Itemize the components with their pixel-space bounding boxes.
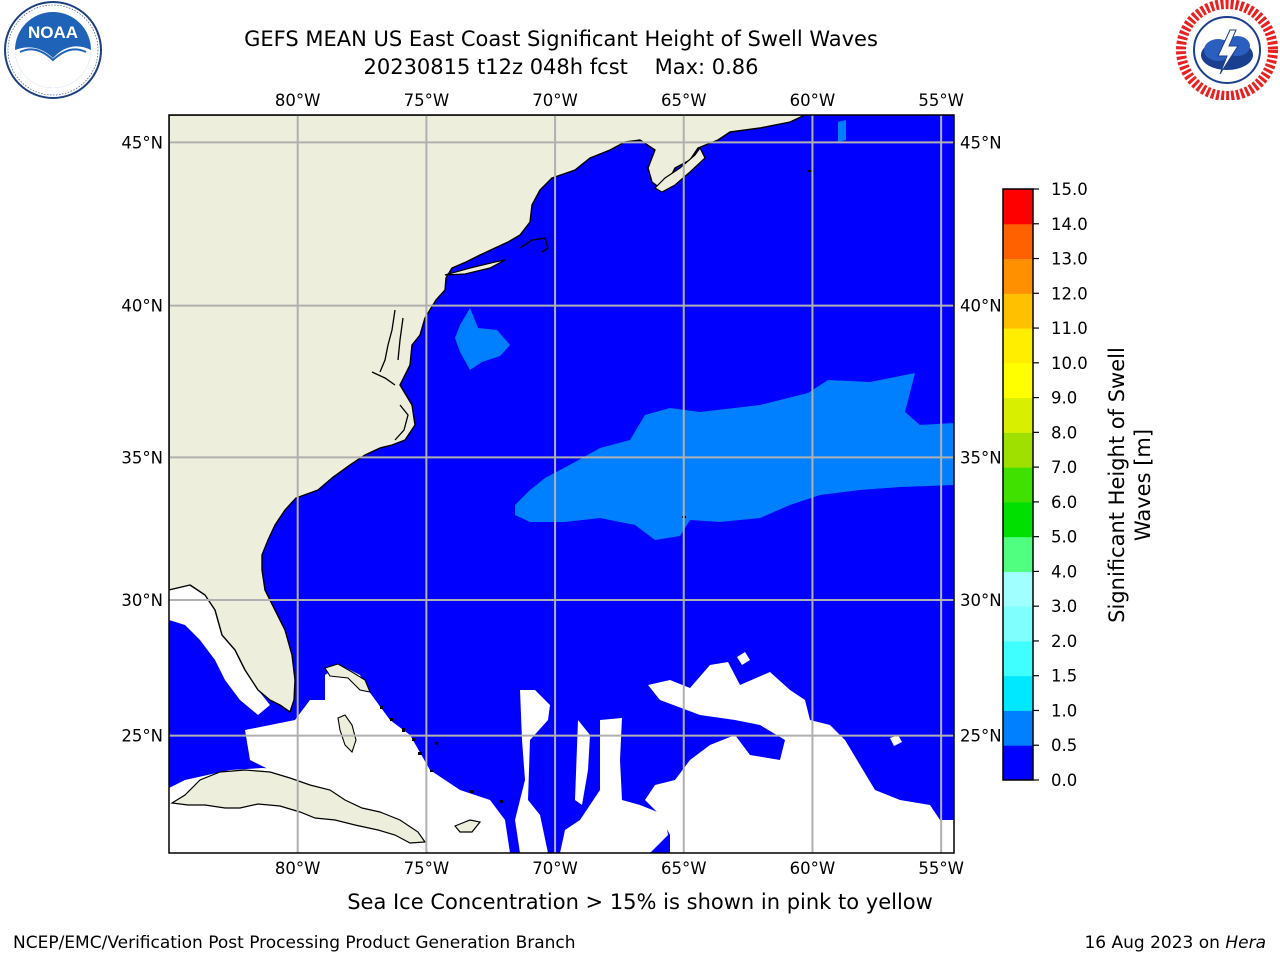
tick-lon-bottom-4: 60°W bbox=[790, 859, 836, 878]
colorbar-level-label-15: 13.0 bbox=[1051, 250, 1088, 269]
tick-lat-right-3: 30°N bbox=[960, 591, 1002, 610]
sea-ice-caption: Sea Ice Concentration > 15% is shown in … bbox=[347, 890, 933, 914]
colorbar-swatch-5 bbox=[1003, 571, 1033, 607]
colorbar-swatch-11 bbox=[1003, 362, 1033, 399]
land-bahamas bbox=[337, 714, 357, 754]
tick-lat-left-3: 30°N bbox=[121, 591, 163, 610]
colorbar-swatch-9 bbox=[1003, 432, 1033, 468]
tick-lon-bottom-3: 65°W bbox=[661, 859, 707, 878]
tick-lon-top-4: 60°W bbox=[790, 91, 836, 110]
swell-band-north-patch bbox=[838, 120, 846, 142]
tick-lon-top-1: 75°W bbox=[404, 91, 450, 110]
colorbar-swatch-2 bbox=[1003, 675, 1033, 711]
swell-band-small-patch bbox=[455, 308, 510, 370]
tick-lat-right-1: 40°N bbox=[960, 297, 1002, 316]
tick-lat-right-2: 35°N bbox=[960, 448, 1002, 467]
colorbar-frame bbox=[1002, 188, 1034, 781]
colorbar-swatch-7 bbox=[1003, 501, 1033, 538]
nws-logo-icon bbox=[1176, 0, 1278, 100]
colorbar-label-line2: Waves [m] bbox=[1131, 429, 1155, 541]
tick-lat-right-4: 25°N bbox=[960, 727, 1002, 746]
footer-date: 16 Aug 2023 on bbox=[1084, 933, 1226, 953]
colorbar-swatch-1 bbox=[1003, 710, 1033, 746]
tick-lat-right-0: 45°N bbox=[960, 133, 1002, 152]
colorbar-level-label-2: 1.0 bbox=[1051, 701, 1077, 720]
masked-region-east-2 bbox=[575, 720, 590, 805]
footer-date-host: 16 Aug 2023 on Hera bbox=[1084, 933, 1266, 953]
tick-lon-bottom-0: 80°W bbox=[275, 859, 321, 878]
colorbar-level-label-9: 7.0 bbox=[1051, 458, 1077, 477]
map-frame bbox=[168, 114, 955, 854]
map-plot-area bbox=[169, 115, 954, 853]
colorbar-level-label-12: 10.0 bbox=[1051, 354, 1088, 373]
tick-lat-left-4: 25°N bbox=[121, 727, 163, 746]
colorbar-level-label-13: 11.0 bbox=[1051, 319, 1088, 338]
masked-region-east-4 bbox=[645, 662, 954, 853]
land-long-island bbox=[444, 259, 506, 276]
land-bahamas-2 bbox=[324, 663, 371, 693]
tick-lon-top-5: 55°W bbox=[918, 91, 964, 110]
masked-region-east-6 bbox=[890, 735, 902, 746]
colorbar-level-label-11: 9.0 bbox=[1051, 389, 1077, 408]
colorbar-level-label-16: 14.0 bbox=[1051, 215, 1088, 234]
chesapeake-bay bbox=[371, 309, 404, 386]
masked-region-west-2 bbox=[175, 602, 190, 618]
colorbar-level-label-1: 0.5 bbox=[1051, 736, 1077, 755]
colorbar-swatch-14 bbox=[1003, 258, 1033, 294]
colorbar-level-label-14: 12.0 bbox=[1051, 284, 1088, 303]
colorbar-swatch-15 bbox=[1003, 223, 1033, 260]
tick-lon-top-3: 65°W bbox=[661, 91, 707, 110]
noaa-logo-text: NOAA bbox=[28, 23, 78, 42]
colorbar-swatch-8 bbox=[1003, 467, 1033, 503]
tick-lat-left-2: 35°N bbox=[121, 448, 163, 467]
map-title: GEFS MEAN US East Coast Significant Heig… bbox=[244, 27, 878, 51]
colorbar-swatch-10 bbox=[1003, 397, 1033, 433]
colorbar-swatch-13 bbox=[1003, 293, 1033, 329]
colorbar-level-label-5: 3.0 bbox=[1051, 597, 1077, 616]
map-gridlines bbox=[169, 115, 954, 853]
tick-lon-bottom-1: 75°W bbox=[404, 859, 450, 878]
colorbar-level-label-3: 1.5 bbox=[1051, 667, 1077, 686]
masked-region-east-3 bbox=[560, 718, 668, 853]
colorbar-swatch-3 bbox=[1003, 640, 1033, 677]
map-tick-labels: 80°W 80°W 75°W 75°W 70°W 70°W 65°W 65°W 60°W 60°W… bbox=[121, 91, 1001, 878]
colorbar-level-label-8: 6.0 bbox=[1051, 493, 1077, 512]
colorbar-swatch-0 bbox=[1003, 745, 1033, 781]
colorbar-level-label-6: 4.0 bbox=[1051, 562, 1077, 581]
colorbar-label-line1: Significant Height of Swell bbox=[1105, 347, 1129, 623]
colorbar-level-label-10: 8.0 bbox=[1051, 423, 1077, 442]
tick-lon-top-0: 80°W bbox=[275, 91, 321, 110]
masked-region-west bbox=[169, 585, 270, 715]
colorbar-swatch-6 bbox=[1003, 536, 1033, 572]
pamlico-sound bbox=[394, 404, 409, 441]
land-north-america bbox=[169, 115, 806, 713]
footer-host: Hera bbox=[1225, 933, 1266, 953]
colorbar-swatch-16 bbox=[1003, 189, 1033, 225]
land-nova-scotia bbox=[654, 146, 706, 193]
masked-region-bahamas bbox=[245, 665, 510, 853]
colorbar-level-label-17: 15.0 bbox=[1051, 180, 1088, 199]
tick-lat-left-0: 45°N bbox=[121, 133, 163, 152]
masked-region-east-1 bbox=[515, 690, 550, 853]
land-cape-cod bbox=[519, 237, 549, 253]
colorbar: 0.0 0.5 1.0 1.5 2.0 3.0 4.0 5.0 6.0 7.0 8.0 9.0 10.0… bbox=[1002, 180, 1088, 790]
noaa-logo-icon: NOAA bbox=[4, 1, 102, 99]
colorbar-level-label-0: 0.0 bbox=[1051, 771, 1077, 790]
colorbar-swatch-12 bbox=[1003, 328, 1033, 364]
tick-lon-top-2: 70°W bbox=[532, 91, 578, 110]
map-subtitle: 20230815 t12z 048h fcst Max: 0.86 bbox=[363, 55, 759, 79]
colorbar-level-label-4: 2.0 bbox=[1051, 632, 1077, 651]
tick-lon-bottom-5: 55°W bbox=[918, 859, 964, 878]
footer-credit: NCEP/EMC/Verification Post Processing Pr… bbox=[13, 933, 576, 953]
tick-lat-left-1: 40°N bbox=[121, 297, 163, 316]
colorbar-level-label-7: 5.0 bbox=[1051, 528, 1077, 547]
tick-lon-bottom-2: 70°W bbox=[532, 859, 578, 878]
colorbar-swatch-4 bbox=[1003, 606, 1033, 642]
masked-region-east-5 bbox=[737, 652, 750, 665]
land-hispaniola bbox=[454, 819, 482, 833]
